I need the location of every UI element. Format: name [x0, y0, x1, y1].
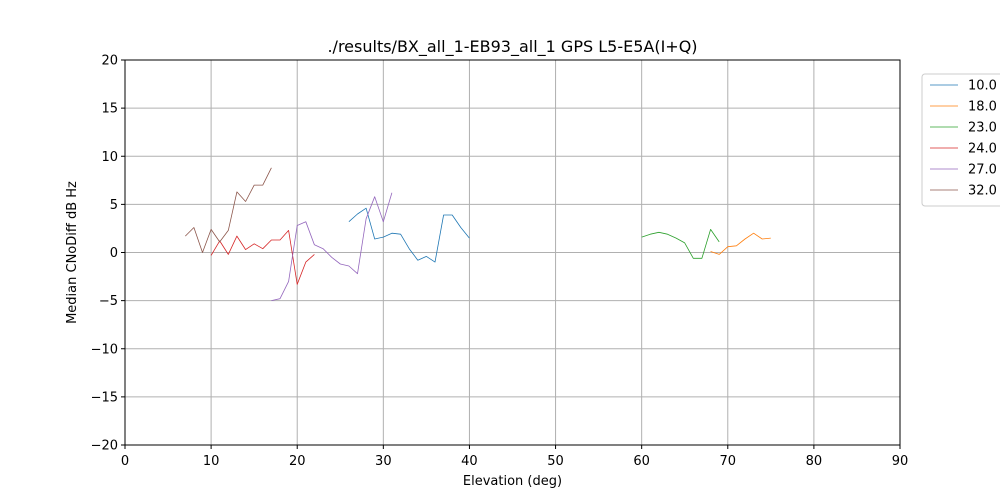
x-tick-label: 0	[121, 454, 129, 469]
legend: 10.0 18.0 23.0 24.0 27.0 32.0	[921, 73, 1000, 207]
legend-label: 18.0	[968, 100, 997, 115]
series-line-18-0	[710, 232, 771, 255]
y-tick-label: 20	[101, 54, 118, 69]
legend-box	[921, 73, 1000, 207]
y-tick-label: 5	[110, 198, 118, 213]
x-tick-label: 20	[289, 454, 306, 469]
legend-label: 32.0	[968, 184, 997, 199]
legend-label: 27.0	[968, 163, 997, 178]
chart-title: ./results/BX_all_1-EB93_all_1 GPS L5-E5A…	[327, 37, 697, 57]
y-tick-label: −5	[99, 294, 118, 309]
series-line-10-0	[348, 207, 470, 263]
x-tick-label: 50	[547, 454, 564, 469]
x-tick-label: 60	[633, 454, 650, 469]
y-tick-label: 15	[101, 102, 118, 117]
legend-label: 23.0	[968, 121, 997, 136]
y-tick-label: −10	[91, 342, 118, 357]
series-line-24-0	[210, 229, 315, 285]
y-axis-label: Median CNoDiff dB Hz	[65, 181, 80, 324]
y-tick-label: 10	[101, 150, 118, 165]
y-tick-label: 0	[110, 246, 118, 261]
legend-label: 10.0	[968, 79, 997, 94]
x-tick-label: 70	[720, 454, 737, 469]
x-tick-label: 10	[203, 454, 220, 469]
x-tick-label: 30	[375, 454, 392, 469]
x-axis-label: Elevation (deg)	[463, 474, 562, 489]
series-lines	[185, 167, 771, 301]
x-tick-label: 80	[806, 454, 823, 469]
series-line-32-0	[185, 167, 272, 253]
legend-label: 24.0	[968, 142, 997, 157]
series-line-27-0	[271, 192, 393, 301]
y-tick-label: −20	[91, 439, 118, 454]
series-line-23-0	[641, 228, 720, 259]
x-tick-label: 40	[461, 454, 478, 469]
x-tick-label: 90	[892, 454, 909, 469]
y-tick-label: −15	[91, 390, 118, 405]
